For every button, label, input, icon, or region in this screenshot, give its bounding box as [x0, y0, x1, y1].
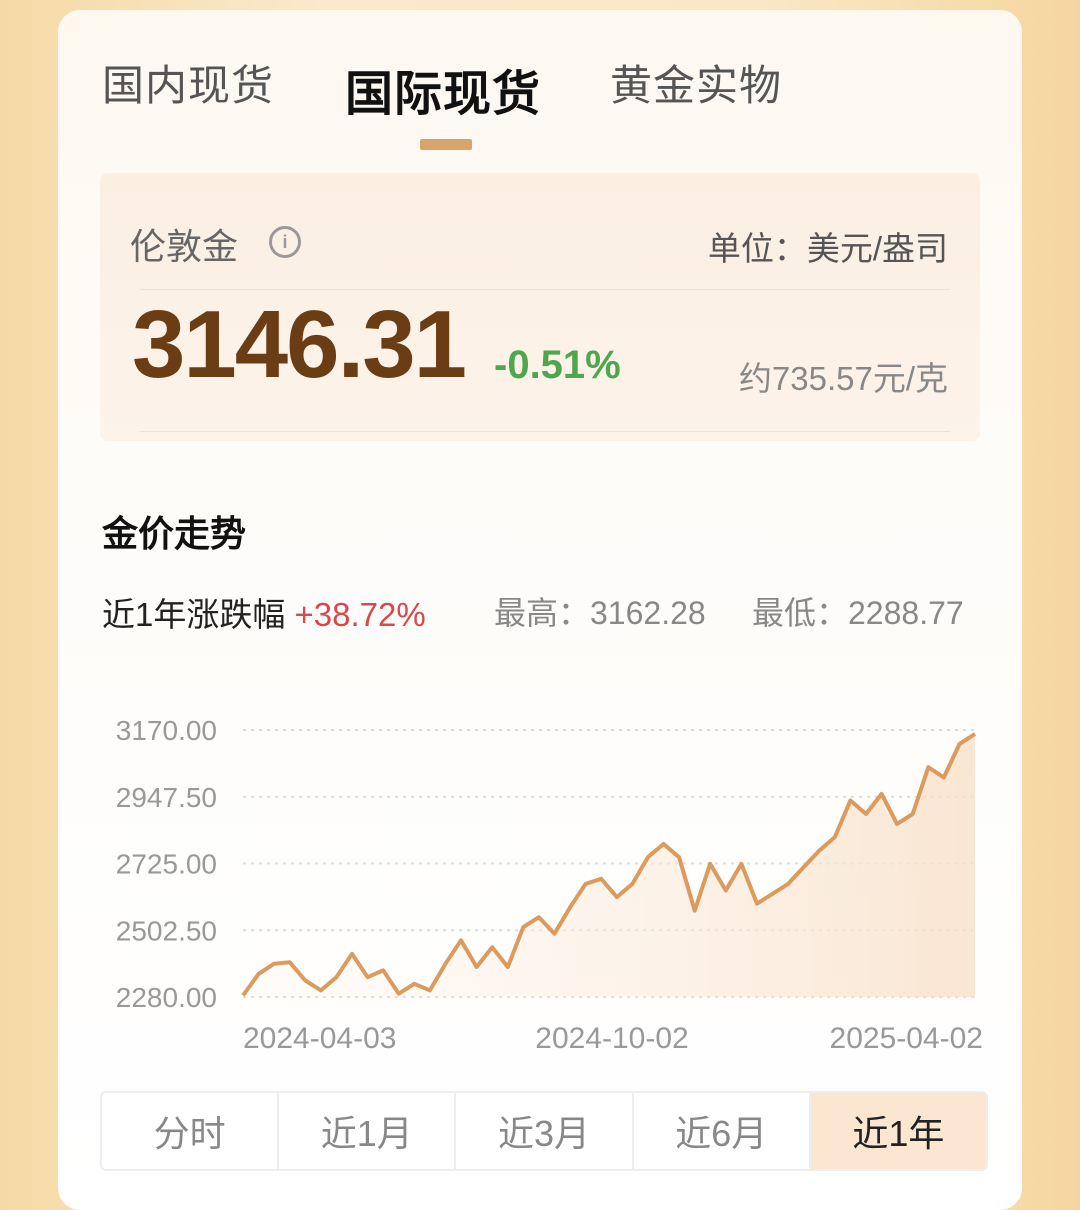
- range-label: 近1年涨跌幅: [102, 596, 286, 633]
- unit-label: 单位：美元/盎司: [707, 230, 948, 267]
- period-1-year[interactable]: 近1年: [810, 1093, 986, 1169]
- active-tab-indicator: [420, 139, 472, 150]
- tab-domestic-spot[interactable]: 国内现货: [102, 62, 275, 109]
- divider: [140, 289, 950, 290]
- y-tick-label: 3170.00: [116, 715, 217, 746]
- tab-international-spot[interactable]: 国际现货: [345, 68, 542, 121]
- x-tick-label: 2024-04-03: [243, 1022, 396, 1055]
- high-price: 最高：3162.28: [494, 595, 706, 631]
- trend-title: 金价走势: [102, 513, 247, 554]
- info-icon[interactable]: i: [269, 226, 301, 258]
- price-change: -0.51%: [494, 343, 621, 387]
- period-6-months[interactable]: 近6月: [634, 1093, 811, 1169]
- range-change-row: 近1年涨跌幅 +38.72%: [102, 588, 426, 636]
- price-chart: 3170.00 2947.50 2725.00 2502.50 2280.00 2024-…: [116, 715, 983, 1055]
- price-line: [241, 732, 977, 997]
- y-tick-label: 2280.00: [116, 982, 217, 1013]
- y-tick-label: 2725.00: [116, 849, 217, 880]
- current-price: 3146.31: [132, 291, 467, 398]
- instrument-name: 伦敦金: [130, 226, 239, 267]
- period-3-months[interactable]: 近3月: [456, 1093, 634, 1169]
- period-selector: 分时 近1月 近3月 近6月 近1年: [100, 1091, 988, 1171]
- price-per-gram: 约735.57元/克: [738, 360, 948, 397]
- quote-panel: [100, 173, 980, 441]
- period-1-month[interactable]: 近1月: [279, 1093, 457, 1169]
- x-tick-label: 2025-04-02: [830, 1022, 983, 1055]
- y-tick-label: 2947.50: [116, 782, 217, 813]
- tab-physical-gold[interactable]: 黄金实物: [610, 62, 783, 109]
- y-tick-label: 2502.50: [116, 915, 217, 946]
- low-price: 最低：2288.77: [752, 595, 964, 631]
- price-area-fill: [243, 733, 975, 997]
- period-intraday[interactable]: 分时: [102, 1093, 280, 1169]
- x-tick-label: 2024-10-02: [535, 1022, 688, 1055]
- range-change: +38.72%: [294, 596, 426, 633]
- divider: [140, 431, 950, 432]
